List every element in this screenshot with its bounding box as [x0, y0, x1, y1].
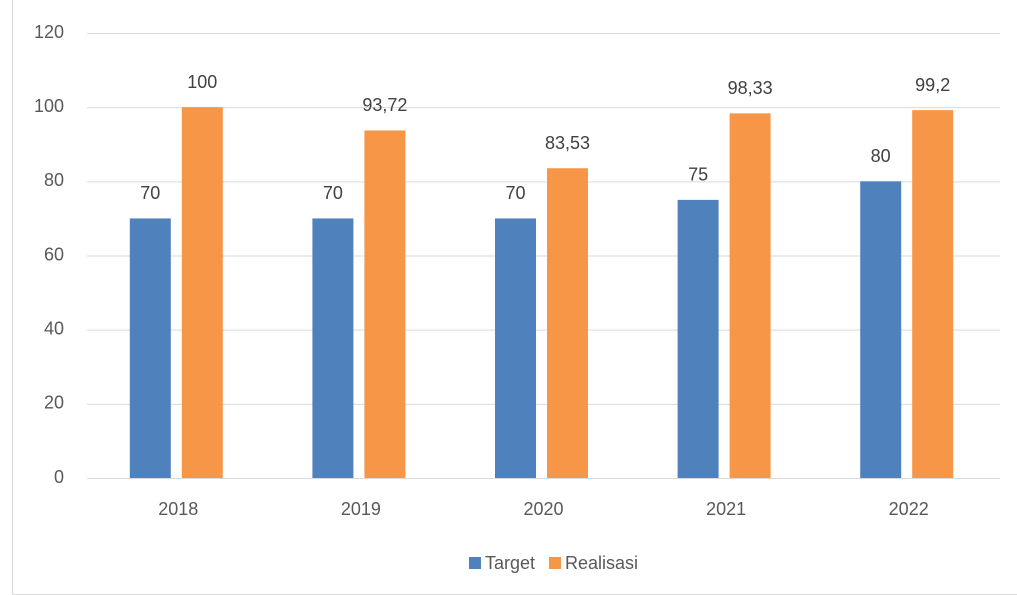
legend-swatch — [549, 557, 561, 569]
y-tick-label: 60 — [44, 244, 64, 264]
data-label: 98,33 — [728, 78, 773, 98]
bar — [312, 218, 354, 478]
bar — [860, 181, 902, 479]
y-tick-label: 120 — [34, 22, 64, 42]
bar — [729, 113, 771, 478]
bar — [129, 218, 171, 478]
bar — [495, 218, 536, 478]
data-label: 100 — [187, 72, 217, 92]
x-tick-label: 2021 — [706, 499, 746, 519]
data-label: 83,53 — [545, 133, 590, 153]
data-label: 70 — [505, 183, 525, 203]
x-tick-label: 2022 — [889, 499, 929, 519]
data-label: 70 — [140, 183, 160, 203]
data-label: 80 — [871, 146, 891, 166]
data-label: 93,72 — [362, 95, 407, 115]
y-tick-label: 100 — [34, 96, 64, 116]
y-tick-label: 80 — [44, 170, 64, 190]
x-tick-label: 2020 — [523, 499, 563, 519]
y-tick-label: 40 — [44, 318, 64, 338]
legend-swatch — [468, 557, 481, 569]
bar — [547, 168, 588, 478]
x-tick-label: 2019 — [341, 499, 381, 519]
bar — [677, 199, 719, 478]
legend-label: Target — [485, 553, 535, 573]
legend-label: Realisasi — [565, 553, 638, 573]
bar — [181, 107, 223, 479]
x-tick-label: 2018 — [158, 499, 198, 519]
y-tick-label: 0 — [54, 467, 64, 487]
data-label: 70 — [323, 183, 343, 203]
data-label: 99,2 — [915, 75, 950, 95]
bar — [364, 130, 406, 478]
bar — [912, 110, 954, 478]
data-label: 75 — [688, 165, 708, 185]
y-tick-label: 20 — [44, 393, 64, 413]
